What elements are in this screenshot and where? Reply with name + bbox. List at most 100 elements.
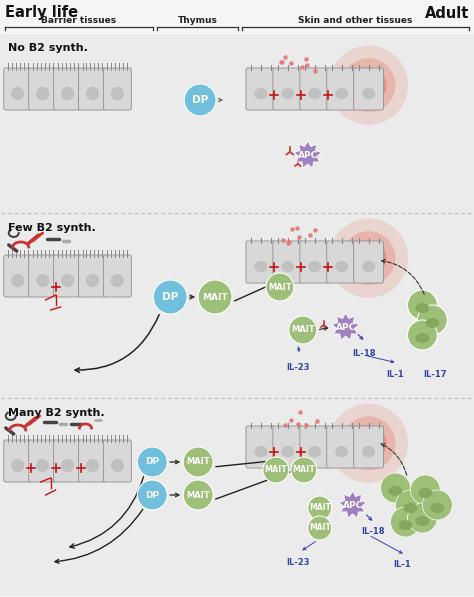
FancyBboxPatch shape [300, 426, 330, 468]
Circle shape [153, 280, 187, 314]
Ellipse shape [430, 503, 444, 513]
Circle shape [418, 305, 447, 335]
Ellipse shape [111, 87, 124, 100]
Text: DP: DP [145, 491, 159, 500]
FancyBboxPatch shape [273, 68, 303, 110]
Text: IL-23: IL-23 [286, 363, 310, 372]
Text: MAIT: MAIT [309, 524, 331, 533]
Circle shape [391, 507, 420, 537]
Ellipse shape [86, 459, 99, 472]
Circle shape [408, 503, 438, 533]
Ellipse shape [36, 87, 49, 100]
Circle shape [183, 447, 213, 477]
Circle shape [342, 58, 395, 112]
Text: Thymus: Thymus [178, 16, 218, 25]
Text: MAIT: MAIT [202, 293, 228, 301]
FancyBboxPatch shape [273, 426, 303, 468]
Ellipse shape [362, 446, 375, 457]
Circle shape [381, 473, 410, 503]
FancyBboxPatch shape [300, 241, 330, 283]
FancyBboxPatch shape [79, 68, 107, 110]
Text: Adult: Adult [425, 5, 469, 20]
Ellipse shape [362, 261, 375, 272]
FancyBboxPatch shape [4, 68, 32, 110]
Text: APC: APC [298, 150, 318, 159]
FancyBboxPatch shape [79, 440, 107, 482]
Ellipse shape [335, 88, 348, 99]
Ellipse shape [335, 261, 348, 272]
Ellipse shape [86, 87, 99, 100]
FancyBboxPatch shape [0, 214, 241, 399]
Ellipse shape [86, 274, 99, 287]
Text: Few B2 synth.: Few B2 synth. [8, 223, 95, 233]
Ellipse shape [61, 459, 74, 472]
Circle shape [351, 425, 386, 461]
FancyBboxPatch shape [354, 68, 383, 110]
Ellipse shape [362, 88, 375, 99]
Text: APC: APC [336, 322, 356, 331]
Circle shape [266, 273, 294, 301]
Text: DP: DP [145, 457, 159, 466]
Circle shape [137, 447, 167, 477]
Ellipse shape [255, 88, 267, 99]
FancyBboxPatch shape [54, 255, 82, 297]
FancyBboxPatch shape [0, 399, 241, 596]
FancyBboxPatch shape [29, 440, 56, 482]
Ellipse shape [11, 87, 24, 100]
Circle shape [342, 416, 395, 470]
FancyBboxPatch shape [4, 440, 32, 482]
Ellipse shape [425, 318, 439, 328]
Text: MAIT: MAIT [264, 466, 287, 475]
Circle shape [291, 457, 317, 483]
Ellipse shape [419, 488, 432, 498]
Circle shape [198, 280, 232, 314]
Circle shape [359, 248, 378, 268]
Text: IL-18: IL-18 [361, 527, 384, 536]
Text: IL-1: IL-1 [393, 560, 411, 569]
Text: MAIT: MAIT [309, 503, 331, 512]
Text: MAIT: MAIT [292, 466, 315, 475]
Circle shape [263, 457, 289, 483]
Polygon shape [294, 141, 321, 168]
Text: MAIT: MAIT [186, 491, 210, 500]
Polygon shape [339, 491, 366, 518]
FancyBboxPatch shape [327, 426, 356, 468]
Ellipse shape [111, 459, 124, 472]
Text: IL-23: IL-23 [286, 558, 310, 567]
FancyBboxPatch shape [239, 214, 474, 399]
Circle shape [329, 404, 408, 483]
Circle shape [342, 231, 395, 285]
FancyBboxPatch shape [79, 255, 107, 297]
Text: DP: DP [192, 95, 208, 105]
Ellipse shape [389, 486, 402, 496]
FancyBboxPatch shape [4, 255, 32, 297]
Ellipse shape [282, 88, 294, 99]
Ellipse shape [11, 274, 24, 287]
Text: Early life: Early life [5, 5, 78, 20]
Circle shape [329, 45, 408, 125]
FancyBboxPatch shape [54, 440, 82, 482]
Ellipse shape [415, 516, 429, 526]
Text: APC: APC [343, 500, 363, 509]
Circle shape [351, 240, 386, 276]
Text: MAIT: MAIT [268, 282, 292, 291]
Ellipse shape [11, 459, 24, 472]
FancyBboxPatch shape [239, 34, 474, 214]
FancyBboxPatch shape [246, 68, 276, 110]
FancyBboxPatch shape [54, 68, 82, 110]
Circle shape [422, 490, 452, 520]
Ellipse shape [61, 274, 74, 287]
Ellipse shape [403, 503, 418, 513]
Circle shape [395, 490, 425, 520]
FancyBboxPatch shape [29, 68, 56, 110]
Ellipse shape [308, 88, 321, 99]
FancyBboxPatch shape [246, 426, 276, 468]
Ellipse shape [36, 274, 49, 287]
Ellipse shape [335, 446, 348, 457]
Ellipse shape [255, 261, 267, 272]
FancyBboxPatch shape [354, 426, 383, 468]
Circle shape [184, 84, 216, 116]
Circle shape [183, 480, 213, 510]
FancyBboxPatch shape [29, 255, 56, 297]
Circle shape [410, 475, 440, 505]
